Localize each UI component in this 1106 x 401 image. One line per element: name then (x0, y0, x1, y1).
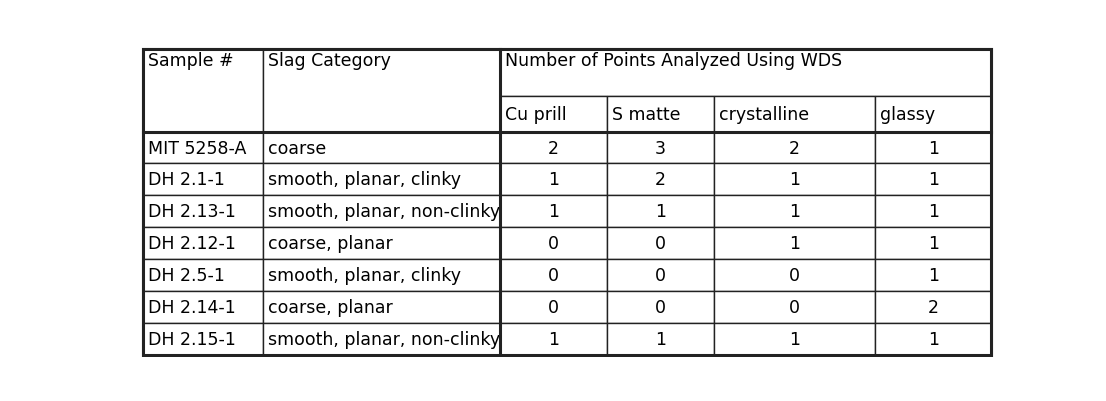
Bar (714, 228, 875, 260)
Text: smooth, planar, non-clinky: smooth, planar, non-clinky (268, 203, 500, 221)
Bar (263, 132, 500, 164)
Text: smooth, planar, clinky: smooth, planar, clinky (268, 171, 461, 189)
Bar (143, 228, 263, 260)
Bar (143, 260, 263, 292)
Text: DH 2.15-1: DH 2.15-1 (148, 330, 236, 348)
Bar (263, 260, 500, 292)
Bar (500, 132, 607, 164)
Bar (875, 196, 991, 228)
Text: DH 2.12-1: DH 2.12-1 (148, 235, 236, 253)
Text: 2: 2 (655, 171, 666, 189)
Text: 1: 1 (928, 171, 939, 189)
Bar (500, 324, 607, 355)
Bar (714, 260, 875, 292)
Bar (263, 164, 500, 196)
Bar (607, 228, 714, 260)
Text: smooth, planar, non-clinky: smooth, planar, non-clinky (268, 330, 500, 348)
Text: coarse: coarse (268, 139, 326, 157)
Bar (607, 324, 714, 355)
Text: DH 2.5-1: DH 2.5-1 (148, 267, 225, 285)
Bar (263, 228, 500, 260)
Text: smooth, planar, clinky: smooth, planar, clinky (268, 267, 461, 285)
Text: 1: 1 (789, 330, 800, 348)
Bar (500, 292, 607, 324)
Text: 0: 0 (789, 267, 800, 285)
Text: S matte: S matte (613, 105, 681, 124)
Bar (607, 97, 714, 132)
Bar (263, 292, 500, 324)
Text: 1: 1 (928, 235, 939, 253)
Bar (263, 324, 500, 355)
Text: 1: 1 (789, 203, 800, 221)
Text: 1: 1 (928, 267, 939, 285)
Bar (143, 164, 263, 196)
Text: 1: 1 (549, 330, 560, 348)
Bar (263, 196, 500, 228)
Text: 3: 3 (655, 139, 666, 157)
Bar (143, 324, 263, 355)
Text: 0: 0 (655, 235, 666, 253)
Text: 2: 2 (789, 139, 800, 157)
Text: 0: 0 (789, 299, 800, 316)
Text: MIT 5258-A: MIT 5258-A (148, 139, 246, 157)
Bar (714, 164, 875, 196)
Text: 0: 0 (549, 299, 560, 316)
Text: Sample #: Sample # (148, 52, 233, 70)
Text: 2: 2 (928, 299, 939, 316)
Text: Number of Points Analyzed Using WDS: Number of Points Analyzed Using WDS (505, 52, 843, 70)
Text: coarse, planar: coarse, planar (268, 235, 393, 253)
Bar (714, 97, 875, 132)
Bar (714, 196, 875, 228)
Bar (607, 292, 714, 324)
Text: 1: 1 (928, 330, 939, 348)
Bar (143, 292, 263, 324)
Bar (500, 196, 607, 228)
Bar (500, 228, 607, 260)
Bar (500, 97, 607, 132)
Bar (143, 196, 263, 228)
Bar (500, 260, 607, 292)
Text: coarse, planar: coarse, planar (268, 299, 393, 316)
Text: 2: 2 (549, 139, 560, 157)
Text: DH 2.13-1: DH 2.13-1 (148, 203, 236, 221)
Text: DH 2.14-1: DH 2.14-1 (148, 299, 236, 316)
Bar (714, 132, 875, 164)
Text: crystalline: crystalline (719, 105, 810, 124)
Text: 1: 1 (655, 330, 666, 348)
Bar (143, 132, 263, 164)
Text: 0: 0 (549, 267, 560, 285)
Text: 1: 1 (928, 203, 939, 221)
Text: 1: 1 (789, 235, 800, 253)
Bar (607, 132, 714, 164)
Bar (875, 228, 991, 260)
Text: 0: 0 (655, 299, 666, 316)
Text: DH 2.1-1: DH 2.1-1 (148, 171, 225, 189)
Bar (875, 260, 991, 292)
Bar (263, 50, 500, 132)
Bar (875, 97, 991, 132)
Bar (714, 292, 875, 324)
Bar (500, 50, 991, 97)
Text: 1: 1 (549, 171, 560, 189)
Bar (714, 324, 875, 355)
Bar (607, 196, 714, 228)
Bar (875, 292, 991, 324)
Bar (607, 260, 714, 292)
Text: glassy: glassy (880, 105, 936, 124)
Text: 1: 1 (928, 139, 939, 157)
Text: 1: 1 (549, 203, 560, 221)
Text: 0: 0 (655, 267, 666, 285)
Bar (143, 50, 263, 132)
Bar (500, 164, 607, 196)
Text: Cu prill: Cu prill (505, 105, 567, 124)
Text: 1: 1 (789, 171, 800, 189)
Bar (607, 164, 714, 196)
Bar (875, 324, 991, 355)
Text: Slag Category: Slag Category (268, 52, 392, 70)
Text: 1: 1 (655, 203, 666, 221)
Bar (875, 164, 991, 196)
Text: 0: 0 (549, 235, 560, 253)
Bar (875, 132, 991, 164)
